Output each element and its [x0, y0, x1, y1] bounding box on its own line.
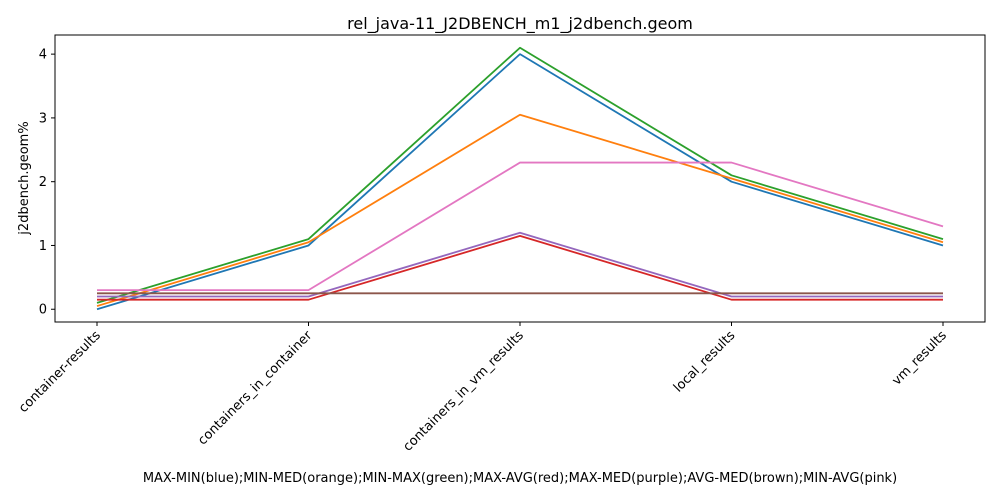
x-tick-label: vm_results	[889, 328, 950, 389]
y-tick-label: 2	[39, 175, 47, 190]
x-axis: container-results containers_in_container…	[16, 322, 950, 455]
y-tick-label: 1	[39, 239, 47, 254]
series-line-0	[96, 53, 944, 311]
series-line-4	[97, 231, 943, 298]
y-tick-label: 0	[39, 303, 47, 318]
x-tick-label: containers_in_container	[195, 328, 316, 449]
series-line-3	[97, 234, 943, 301]
y-axis-label: j2dbench.geom%	[17, 121, 32, 235]
series-line-1	[96, 113, 944, 307]
x-tick-label: local_results	[671, 328, 739, 396]
x-tick-label: containers_in_vm_results	[401, 328, 527, 454]
series-line-6	[97, 161, 944, 292]
y-axis: 0 1 2 3 4	[39, 48, 55, 318]
series-layer	[96, 46, 944, 311]
chart-title: rel_java-11_J2DBENCH_m1_j2dbench.geom	[347, 14, 693, 34]
x-tick-label: container-results	[16, 328, 104, 416]
series-line-2	[96, 46, 944, 304]
y-tick-label: 4	[39, 48, 47, 63]
x-axis-label: MAX-MIN(blue);MIN-MED(orange);MIN-MAX(gr…	[143, 471, 897, 486]
y-tick-label: 3	[39, 111, 47, 126]
